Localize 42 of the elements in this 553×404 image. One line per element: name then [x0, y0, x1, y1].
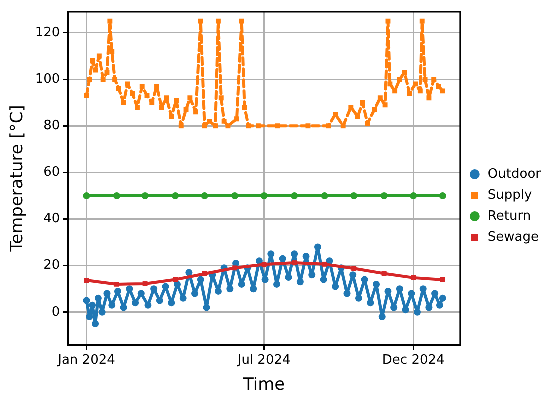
point — [142, 282, 148, 286]
point — [322, 262, 328, 267]
point — [83, 192, 90, 200]
point — [113, 192, 120, 200]
point — [411, 275, 416, 280]
legend-label: Return — [488, 208, 532, 224]
point — [142, 192, 149, 200]
point — [84, 278, 90, 283]
x-tick-label: Jul 2024 — [236, 353, 291, 368]
point — [291, 192, 298, 200]
point — [439, 192, 446, 200]
point — [260, 192, 268, 200]
y-axis-title: Temperature [°C] — [8, 105, 28, 253]
y-tick-label: 0 — [52, 304, 60, 320]
point — [262, 262, 267, 268]
x-tick-label: Jan 2024 — [57, 353, 116, 368]
point — [410, 192, 418, 200]
legend-label: Outdoor — [488, 166, 542, 182]
point — [232, 266, 238, 271]
y-tick-label: 80 — [44, 118, 60, 134]
point — [232, 192, 239, 200]
point — [172, 192, 180, 200]
point — [350, 192, 358, 200]
x-tick-label: Dec 2024 — [382, 353, 445, 368]
point — [201, 192, 208, 200]
y-tick-label: 100 — [35, 72, 60, 87]
y-tick-label: 40 — [44, 212, 60, 227]
point — [292, 260, 298, 266]
y-tick-label: 60 — [44, 165, 60, 180]
y-tick-label: 120 — [35, 25, 60, 40]
point — [114, 282, 120, 287]
x-axis-title: Time — [242, 375, 286, 396]
point — [352, 266, 357, 272]
legend-label: Supply — [488, 188, 533, 203]
point — [202, 272, 208, 276]
legend-label: Sewage — [488, 230, 540, 245]
point — [382, 271, 387, 276]
y-tick-label: 20 — [44, 258, 60, 274]
point — [173, 277, 178, 282]
point — [380, 192, 388, 200]
point — [440, 278, 446, 283]
point — [321, 192, 328, 200]
